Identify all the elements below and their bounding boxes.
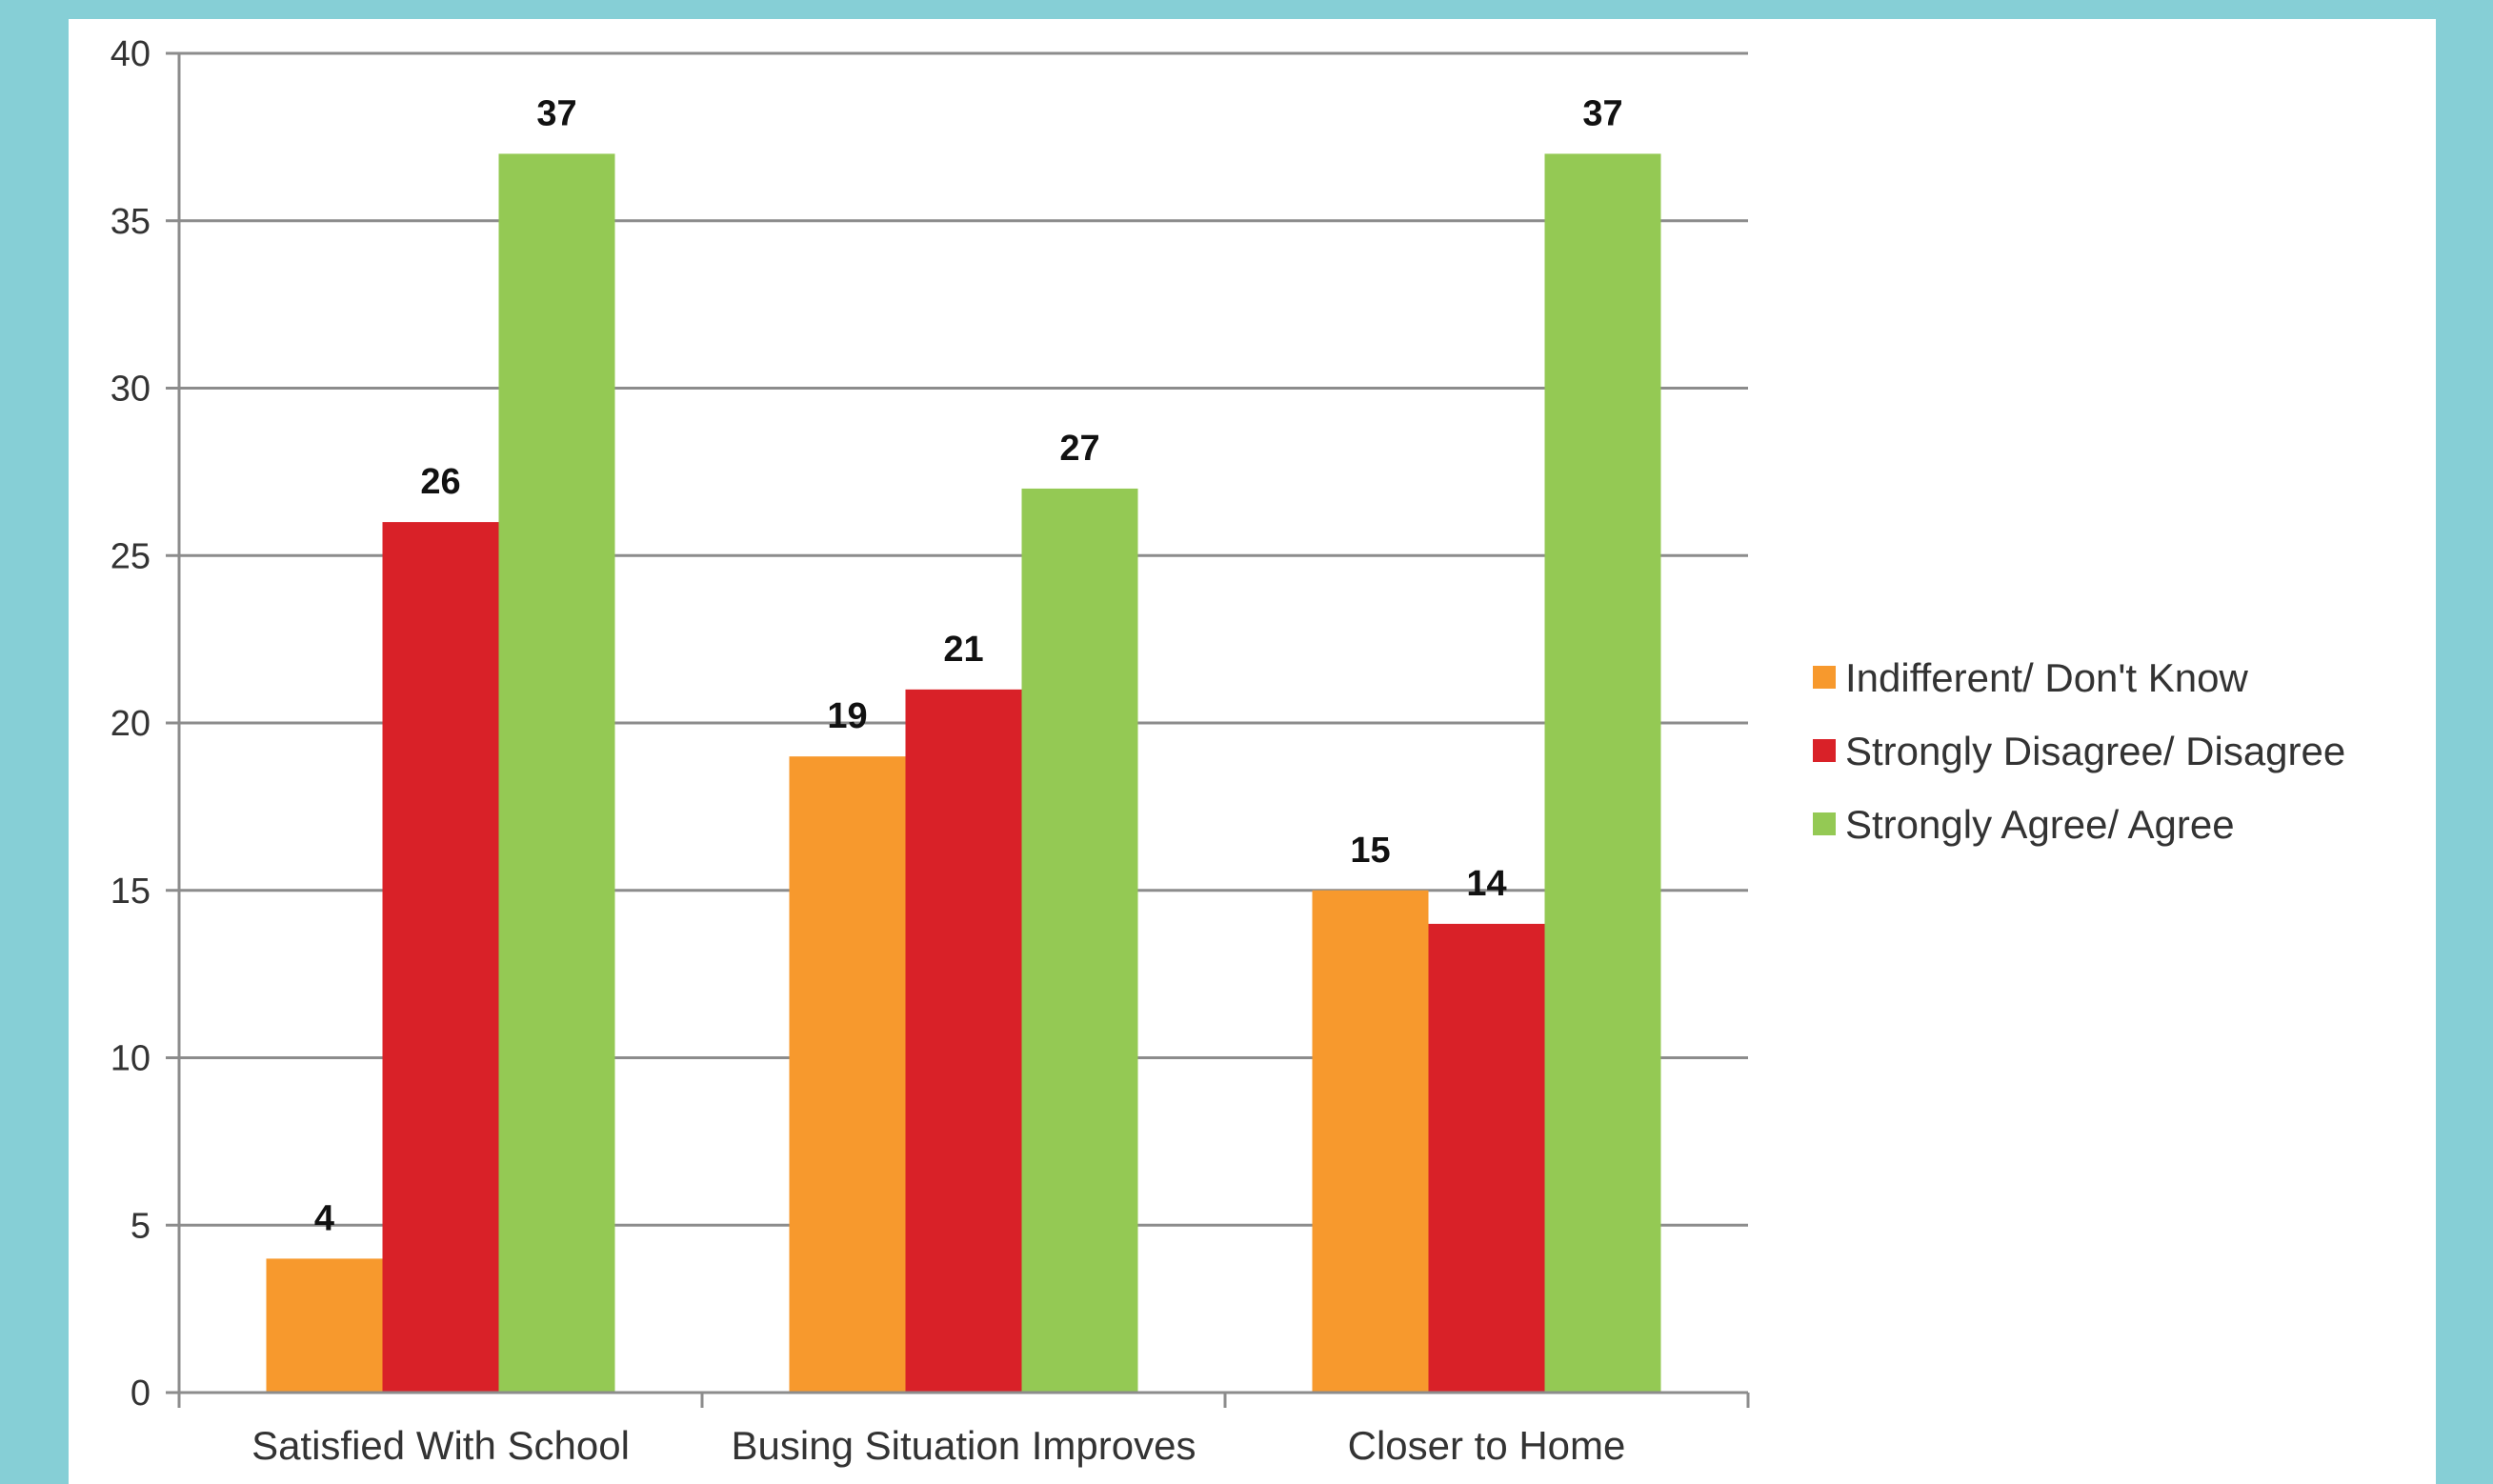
y-tick-label: 40 bbox=[111, 34, 151, 74]
data-label: 37 bbox=[536, 93, 576, 133]
legend-label: Strongly Agree/ Agree bbox=[1845, 802, 2235, 847]
bar bbox=[1428, 923, 1545, 1393]
legend-label: Strongly Disagree/ Disagree bbox=[1845, 729, 2345, 773]
bars bbox=[266, 153, 1661, 1394]
legend-swatch bbox=[1813, 739, 1836, 762]
data-label: 19 bbox=[827, 696, 867, 736]
data-label: 14 bbox=[1466, 864, 1506, 904]
y-tick-label: 30 bbox=[111, 370, 151, 410]
y-tick-label: 10 bbox=[111, 1039, 151, 1079]
y-tick-label: 20 bbox=[111, 704, 151, 744]
bar bbox=[1021, 488, 1138, 1393]
data-label: 21 bbox=[943, 630, 983, 670]
y-tick-label: 15 bbox=[111, 872, 151, 912]
x-axis-categories: Satisfied With School Busing Situation Im… bbox=[251, 1423, 1625, 1468]
data-label: 26 bbox=[420, 462, 460, 502]
legend-swatch bbox=[1813, 812, 1836, 835]
x-category-label: Closer to Home bbox=[1348, 1423, 1626, 1468]
bar bbox=[789, 756, 906, 1393]
axes bbox=[166, 51, 1750, 1408]
legend-label: Indifferent/ Don't Know bbox=[1845, 655, 2248, 700]
bar bbox=[498, 153, 615, 1394]
bar bbox=[1544, 153, 1661, 1394]
data-label: 15 bbox=[1350, 831, 1390, 871]
bar bbox=[905, 689, 1022, 1393]
y-axis-ticks: 0 5 10 15 20 25 30 35 40 bbox=[111, 34, 151, 1414]
bar bbox=[266, 1258, 383, 1393]
x-category-label: Satisfied With School bbox=[251, 1423, 630, 1468]
y-tick-label: 5 bbox=[131, 1206, 151, 1246]
y-tick-label: 0 bbox=[131, 1374, 151, 1414]
data-label: 4 bbox=[314, 1198, 334, 1238]
legend: Indifferent/ Don't Know Strongly Disagree… bbox=[1813, 655, 2345, 847]
data-labels: 4 26 37 19 21 27 15 14 37 bbox=[314, 93, 1623, 1238]
data-label: 27 bbox=[1059, 429, 1099, 469]
bar bbox=[382, 522, 499, 1393]
y-tick-label: 35 bbox=[111, 202, 151, 242]
bar bbox=[1312, 890, 1429, 1393]
data-label: 37 bbox=[1582, 93, 1622, 133]
legend-swatch bbox=[1813, 666, 1836, 689]
y-tick-label: 25 bbox=[111, 536, 151, 576]
x-category-label: Busing Situation Improves bbox=[732, 1423, 1196, 1468]
